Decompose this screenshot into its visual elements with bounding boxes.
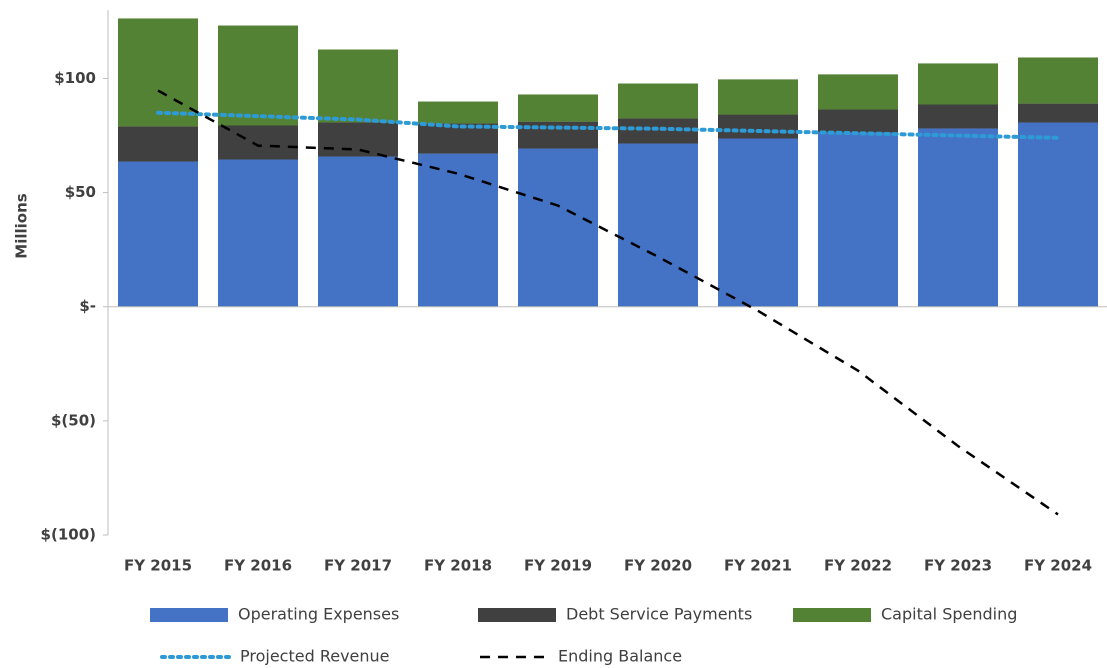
bar-segment — [818, 109, 898, 133]
legend-label: Debt Service Payments — [566, 605, 752, 624]
bar-segment — [118, 18, 198, 127]
y-tick-label: $100 — [54, 69, 96, 87]
legend-label: Ending Balance — [558, 647, 682, 666]
legend-label: Capital Spending — [881, 605, 1017, 624]
x-tick-label: FY 2023 — [924, 557, 992, 575]
legend-swatch — [478, 608, 556, 622]
x-tick-label: FY 2017 — [324, 557, 392, 575]
bar-segment — [918, 63, 998, 105]
x-tick-label: FY 2024 — [1024, 557, 1092, 575]
bar-segment — [918, 104, 998, 129]
line-series — [157, 89, 1059, 516]
x-tick-label: FY 2021 — [724, 557, 792, 575]
bar-segment — [518, 148, 598, 307]
x-tick-label: FY 2019 — [524, 557, 592, 575]
legend-label: Projected Revenue — [240, 647, 390, 666]
bar-segment — [318, 156, 398, 307]
bar-segment — [1018, 122, 1098, 307]
bar-segment — [118, 126, 198, 162]
bar-segment — [418, 101, 498, 124]
y-tick-label: $(50) — [51, 411, 96, 429]
y-tick-label: $- — [79, 297, 96, 315]
bar-segment — [1018, 57, 1098, 104]
bar-segment — [718, 114, 798, 139]
bar-segment — [518, 94, 598, 122]
y-axis-label: Millions — [13, 193, 31, 258]
y-tick-label: $50 — [65, 183, 96, 201]
bar-segment — [718, 138, 798, 307]
x-tick-label: FY 2020 — [624, 557, 692, 575]
bar-segment — [818, 132, 898, 307]
legend-swatch — [793, 608, 871, 622]
bar-segment — [118, 161, 198, 307]
x-tick-label: FY 2015 — [124, 557, 192, 575]
bar-segment — [618, 143, 698, 307]
bar-segment — [818, 74, 898, 110]
x-tick-label: FY 2022 — [824, 557, 892, 575]
bar-segment — [218, 125, 298, 160]
legend-swatch — [150, 608, 228, 622]
bar-segment — [218, 25, 298, 126]
bar-segment — [318, 122, 398, 157]
bar-segment — [418, 153, 498, 307]
x-tick-label: FY 2016 — [224, 557, 292, 575]
bar-segment — [918, 128, 998, 307]
bar-segment — [618, 83, 698, 119]
bar-segment — [1018, 103, 1098, 123]
bar-segment — [318, 49, 398, 123]
bar-segment — [218, 159, 298, 307]
y-tick-label: $(100) — [41, 526, 96, 544]
x-tick-label: FY 2018 — [424, 557, 492, 575]
line-series — [156, 110, 1060, 140]
legend-label: Operating Expenses — [238, 605, 399, 624]
bar-segment — [718, 79, 798, 115]
